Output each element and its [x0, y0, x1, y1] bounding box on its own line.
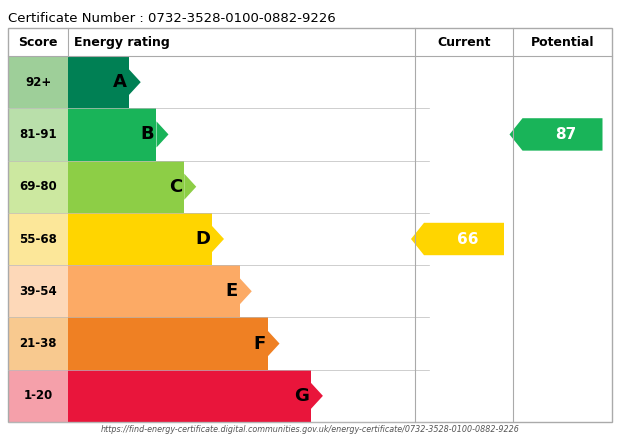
Text: 21-38: 21-38 — [19, 337, 57, 350]
Text: 69-80: 69-80 — [19, 180, 57, 193]
Text: B: B — [141, 125, 154, 143]
Polygon shape — [156, 121, 169, 147]
Text: 55-68: 55-68 — [19, 232, 57, 246]
Bar — [68, 56, 129, 108]
Polygon shape — [184, 174, 197, 200]
Text: Certificate Number : 0732-3528-0100-0882-9226: Certificate Number : 0732-3528-0100-0882… — [8, 11, 336, 25]
Text: F: F — [254, 334, 265, 352]
Text: G: G — [294, 387, 309, 405]
Polygon shape — [240, 278, 252, 304]
Text: C: C — [169, 178, 182, 196]
Bar — [8, 317, 68, 370]
Bar — [8, 265, 68, 317]
Polygon shape — [411, 223, 504, 255]
Text: 81-91: 81-91 — [19, 128, 57, 141]
Polygon shape — [129, 69, 141, 95]
Bar — [68, 108, 156, 161]
Polygon shape — [510, 118, 603, 150]
Bar — [68, 265, 240, 317]
Text: E: E — [226, 282, 237, 300]
Bar — [8, 56, 68, 108]
Text: 1-20: 1-20 — [24, 389, 53, 402]
Text: Potential: Potential — [531, 36, 594, 48]
Text: 39-54: 39-54 — [19, 285, 57, 298]
Polygon shape — [267, 330, 280, 357]
Text: https://find-energy-certificate.digital.communities.gov.uk/energy-certificate/07: https://find-energy-certificate.digital.… — [100, 425, 520, 434]
Text: 66: 66 — [456, 231, 478, 246]
Text: Energy rating: Energy rating — [74, 36, 170, 48]
Bar — [68, 161, 184, 213]
Polygon shape — [212, 226, 224, 252]
Text: 92+: 92+ — [25, 76, 51, 88]
Bar — [8, 370, 68, 422]
Text: Current: Current — [437, 36, 491, 48]
Text: Score: Score — [18, 36, 58, 48]
Bar — [8, 28, 612, 422]
Bar — [68, 370, 311, 422]
Bar — [8, 28, 612, 56]
Bar — [68, 213, 212, 265]
Text: D: D — [195, 230, 210, 248]
Bar — [68, 317, 267, 370]
Text: 87: 87 — [555, 127, 577, 142]
Bar — [8, 161, 68, 213]
Bar — [8, 108, 68, 161]
Text: A: A — [113, 73, 126, 91]
Polygon shape — [311, 383, 323, 409]
Bar — [8, 213, 68, 265]
